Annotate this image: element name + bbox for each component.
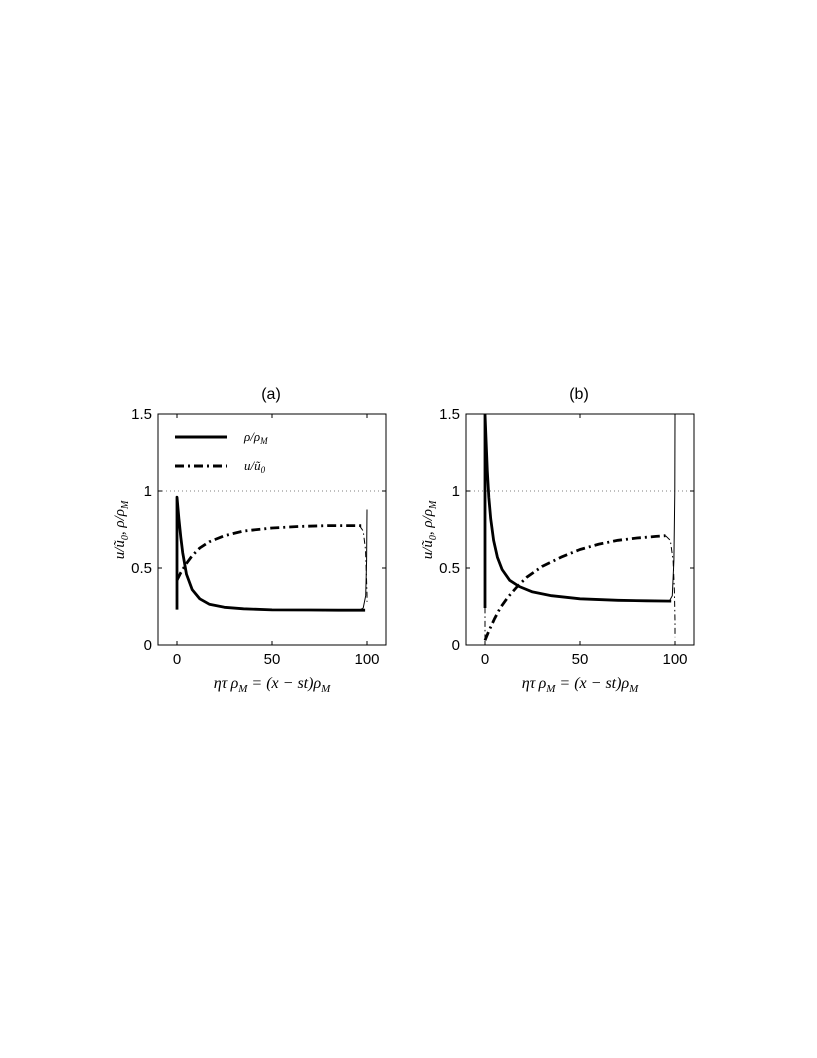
series-line-1 xyxy=(483,534,666,641)
y-tick-label: 1 xyxy=(144,483,152,500)
y-tick-label: 1 xyxy=(452,483,460,500)
panel-a: (a) 0 50 100 0 0.5 1 1.5 ητ ρM = (x − st)ρM u/… xyxy=(112,386,387,695)
panel-a-title: (a) xyxy=(261,386,281,403)
series-line-0 xyxy=(175,495,366,612)
x-tick-label: 0 xyxy=(173,651,181,668)
panel-b-series xyxy=(466,414,694,641)
series-line-3 xyxy=(668,414,676,602)
panel-b-ylabel: u/ũ0, ρ/ρM xyxy=(420,500,439,559)
series-line-2 xyxy=(359,509,368,611)
panel-b-title: (b) xyxy=(569,386,589,403)
panel-a-xlabel: ητ ρM = (x − st)ρM xyxy=(214,675,331,695)
x-tick-label: 50 xyxy=(572,651,589,668)
x-tick-label: 0 xyxy=(481,651,489,668)
legend-rho-label: ρ/ρM xyxy=(243,429,268,446)
x-tick-label: 50 xyxy=(264,651,281,668)
panel-a-ylabel: u/ũ0, ρ/ρM xyxy=(112,500,131,559)
y-tick-label: 1.5 xyxy=(131,406,152,423)
panel-a-series xyxy=(158,490,386,612)
y-tick-label: 0.5 xyxy=(131,560,152,577)
panel-b-xlabel: ητ ρM = (x − st)ρM xyxy=(522,675,639,695)
series-line-1 xyxy=(175,524,366,581)
panel-b-ticks: 0 50 100 0 0.5 1 1.5 xyxy=(439,406,694,668)
series-line-3 xyxy=(358,525,368,602)
series-line-0 xyxy=(483,414,672,608)
x-tick-label: 100 xyxy=(354,651,379,668)
legend: ρ/ρM u/ũ0 xyxy=(175,429,268,475)
y-tick-label: 0 xyxy=(452,637,460,654)
legend-u-label: u/ũ0 xyxy=(244,458,266,475)
series-line-4 xyxy=(665,535,676,638)
panel-b: (b) 0 50 100 0 0.5 1 1.5 ητ ρM = (x − st)ρM u/… xyxy=(420,386,695,695)
y-tick-label: 1.5 xyxy=(439,406,460,423)
x-tick-label: 100 xyxy=(662,651,687,668)
panel-a-ticks: 0 50 100 0 0.5 1 1.5 xyxy=(131,406,386,668)
y-tick-label: 0 xyxy=(144,637,152,654)
y-tick-label: 0.5 xyxy=(439,560,460,577)
